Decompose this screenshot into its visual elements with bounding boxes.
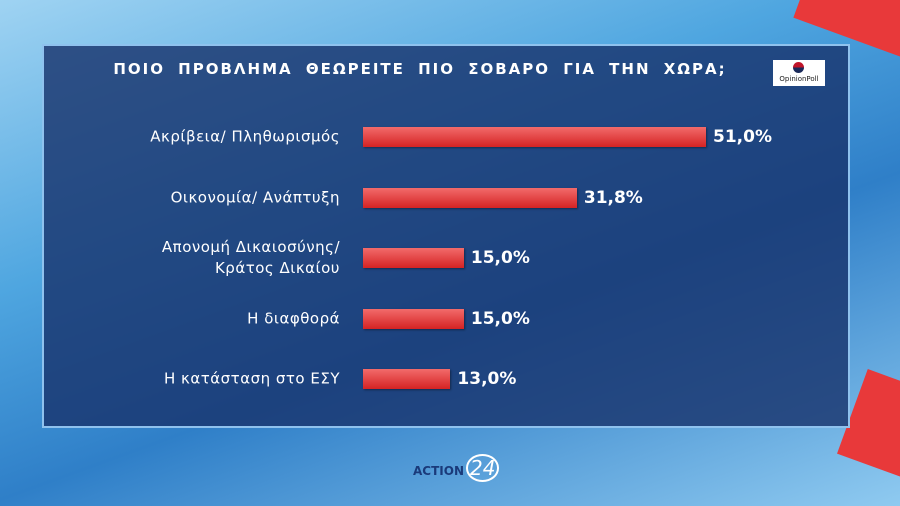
channel-name: ACTION (413, 464, 464, 478)
value-label: 13,0% (457, 369, 517, 390)
category-label: Η κατάσταση στο ΕΣΥ (163, 369, 340, 388)
category-label: Οικονομία/ Ανάπτυξη (170, 188, 340, 207)
bar (363, 187, 577, 208)
category-label: Ακρίβεια/ Πληθωρισμός (150, 127, 340, 146)
channel-number: 24 (466, 454, 500, 482)
category-label: Η διαφθορά (247, 309, 340, 328)
bar (363, 248, 464, 269)
panel (42, 44, 850, 428)
value-label: 15,0% (470, 248, 530, 269)
channel-logo: ACTION 24 (413, 454, 500, 482)
value-label: 51,0% (713, 127, 772, 147)
source-logo: OpinionPoll (773, 60, 825, 86)
category-label: Απονομή Δικαιοσύνης/ Κράτος Δικαίου (161, 238, 340, 278)
bar (363, 308, 464, 329)
bar (363, 127, 706, 147)
chart-title: ΠΟΙΟ ΠΡΟΒΛΗΜΑ ΘΕΩΡΕΙΤΕ ΠΙΟ ΣΟΒΑΡΟ ΓΙΑ ΤΗ… (113, 60, 727, 78)
bar (363, 369, 451, 390)
value-label: 31,8% (583, 187, 643, 208)
value-label: 15,0% (470, 308, 530, 329)
